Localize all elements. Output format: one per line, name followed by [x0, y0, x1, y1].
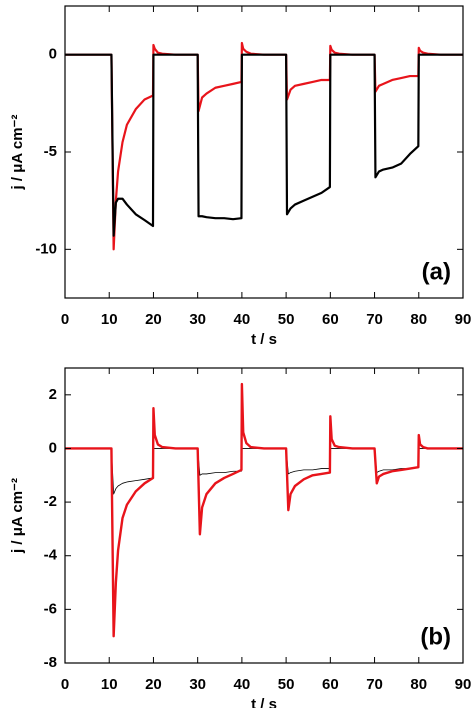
data-line	[65, 53, 463, 237]
data-line	[65, 448, 463, 495]
x-tick-label: 0	[61, 311, 69, 328]
x-tick-label: 60	[322, 311, 339, 328]
y-tick-label: -5	[44, 143, 57, 160]
y-tick-label: -6	[44, 600, 57, 617]
x-tick-label: 10	[101, 676, 118, 693]
x-tick-label: 20	[145, 311, 162, 328]
y-tick-label: -4	[44, 547, 58, 564]
panel-label: (b)	[420, 623, 451, 650]
x-tick-label: 70	[366, 676, 383, 693]
panel-label: (a)	[422, 258, 451, 285]
x-tick-label: 0	[61, 676, 69, 693]
data-line	[65, 41, 463, 251]
x-tick-label: 90	[455, 676, 472, 693]
x-tick-label: 80	[410, 676, 427, 693]
x-tick-label: 60	[322, 676, 339, 693]
x-tick-label: 80	[410, 311, 427, 328]
plot-frame	[64, 367, 464, 664]
x-tick-label: 40	[234, 676, 251, 693]
y-tick-label: 0	[49, 46, 57, 63]
y-tick-label: 2	[49, 386, 57, 403]
y-tick-label: -10	[35, 240, 57, 257]
y-axis-label: j / μA cm⁻²	[9, 115, 26, 191]
x-tick-label: 90	[455, 311, 472, 328]
data-line	[65, 382, 463, 638]
x-tick-label: 50	[278, 311, 295, 328]
x-tick-label: 50	[278, 676, 295, 693]
y-tick-label: -2	[44, 493, 57, 510]
x-tick-label: 70	[366, 311, 383, 328]
y-tick-label: 0	[49, 439, 57, 456]
x-tick-label: 10	[101, 311, 118, 328]
x-tick-label: 20	[145, 676, 162, 693]
y-tick-label: -8	[44, 654, 57, 671]
x-tick-label: 30	[189, 311, 206, 328]
plot-frame	[64, 5, 464, 299]
x-axis-label: t / s	[251, 696, 277, 708]
x-tick-label: 30	[189, 676, 206, 693]
x-tick-label: 40	[234, 311, 251, 328]
x-axis-label: t / s	[251, 331, 277, 348]
y-axis-label: j / μA cm⁻²	[9, 478, 26, 554]
